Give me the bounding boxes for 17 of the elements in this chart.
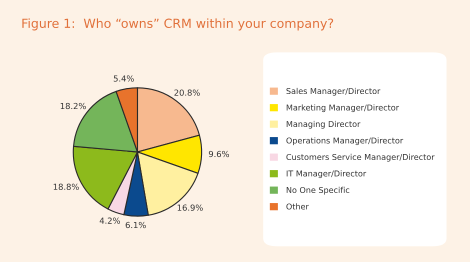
data-label: 20.8% [174, 89, 200, 96]
data-label: 18.2% [60, 102, 86, 110]
data-label: 4.2% [100, 218, 120, 224]
legend-label: Sales Manager/Director [286, 88, 380, 96]
legend-label: Customers Service Manager/Director [286, 154, 435, 162]
legend-label: Other [286, 203, 309, 210]
legend-label: Managing Director [286, 120, 360, 129]
data-label: 18.8% [54, 184, 79, 190]
data-label: 6.1% [126, 222, 146, 228]
legend-label: IT Manager/Director [286, 170, 366, 178]
legend-label: Marketing Manager/Director [286, 104, 400, 112]
data-label: 16.9% [178, 204, 203, 211]
legend-label: Operations Manager/Director [286, 137, 404, 146]
data-label: 9.6% [208, 150, 230, 158]
data-label: 5.4% [114, 75, 134, 82]
legend-label: No One Specific [286, 186, 350, 195]
chart-title: Figure 1: Who “owns” CRM within your company? [22, 18, 334, 30]
